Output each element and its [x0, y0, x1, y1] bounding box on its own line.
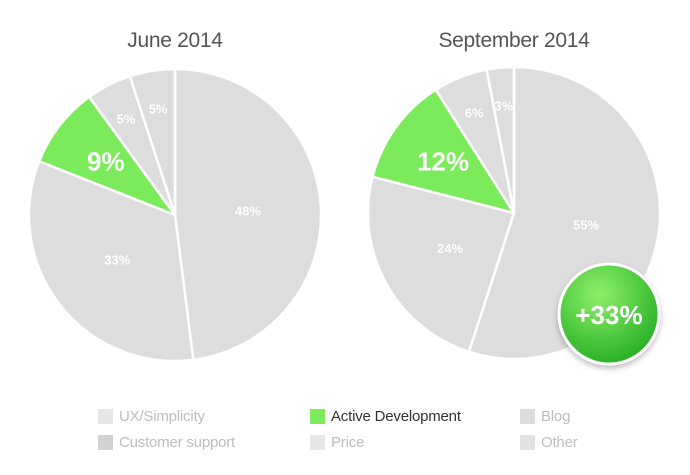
legend-swatch — [98, 434, 113, 450]
change-badge — [557, 262, 661, 366]
legend-label: Active Development — [331, 407, 461, 425]
legend-label: Blog — [541, 407, 571, 425]
legend-swatch — [98, 408, 113, 424]
slice-label: 48% — [235, 203, 261, 218]
pie-slice — [366, 175, 516, 354]
chart-title: June 2014 — [127, 29, 223, 52]
legend-item: Customer support — [98, 433, 310, 451]
slice-label: 12% — [417, 147, 469, 177]
slice-label: 9% — [87, 146, 125, 176]
slice-label: 3% — [494, 98, 513, 113]
slice-label: 33% — [104, 253, 130, 268]
chart-title: September 2014 — [438, 29, 590, 52]
legend-swatch — [310, 434, 325, 450]
legend-item: Active Development — [310, 407, 520, 425]
legend-item: Price — [310, 433, 520, 451]
legend-label: UX/Simplicity — [119, 407, 205, 425]
slice-label: 5% — [117, 112, 136, 127]
legend-label: Other — [541, 433, 578, 451]
change-badge-label: +33% — [575, 300, 642, 330]
legend-swatch — [520, 434, 535, 450]
legend-item: Blog — [520, 407, 660, 425]
pie-slice — [485, 65, 516, 215]
pie-slice — [371, 88, 516, 215]
pie-slice — [27, 160, 195, 363]
legend-item: Other — [520, 433, 660, 451]
slice-label: 55% — [573, 217, 599, 232]
slice-label: 24% — [437, 241, 463, 256]
pie-chart-september: September 2014 55% 24% 12% 6% 3% +33% — [366, 29, 662, 366]
legend-label: Price — [331, 433, 365, 451]
legend-label: Customer support — [119, 433, 236, 451]
legend-swatch — [520, 408, 535, 424]
legend-swatch — [310, 408, 325, 424]
pie-slice — [173, 67, 323, 362]
slice-label: 6% — [465, 106, 484, 121]
legend: UX/Simplicity Active Development Blog Custo… — [98, 407, 658, 451]
slice-label: 5% — [149, 101, 168, 116]
legend-item: UX/Simplicity — [98, 407, 310, 425]
pie-slice — [38, 95, 177, 217]
pie-slice — [128, 67, 177, 217]
pie-chart-june: June 2014 48% 33% 9% 5% 5% — [27, 29, 323, 363]
